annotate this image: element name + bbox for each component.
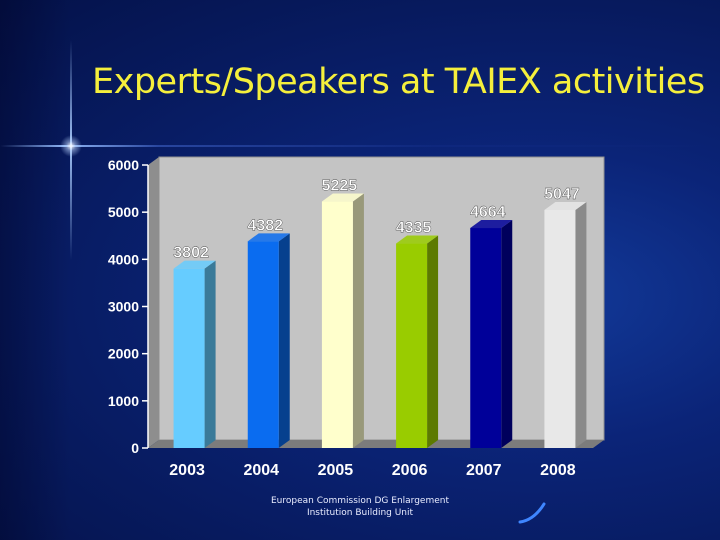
x-tick-label: 2004 bbox=[243, 462, 279, 479]
data-label: 4664 bbox=[470, 204, 506, 221]
bars bbox=[173, 193, 587, 448]
chart-side-wall bbox=[148, 157, 159, 448]
bar-top bbox=[470, 220, 513, 229]
horizontal-light-line bbox=[0, 145, 720, 147]
y-tick-label: 5000 bbox=[108, 204, 139, 220]
data-label: 5225 bbox=[322, 178, 358, 195]
x-tick-label: 2006 bbox=[392, 462, 428, 479]
y-tick-label: 1000 bbox=[108, 393, 139, 409]
x-tick-label: 2008 bbox=[540, 462, 576, 479]
commission-logo-icon bbox=[518, 502, 546, 524]
chart-frame bbox=[148, 156, 605, 448]
bar-top bbox=[321, 193, 364, 202]
bar-side bbox=[352, 193, 364, 448]
bar-side bbox=[575, 201, 587, 448]
bar-top bbox=[396, 235, 439, 244]
bar-front bbox=[173, 268, 205, 448]
value-labels: 3802 4382 5225 4335 4664 5047 bbox=[173, 177, 580, 262]
sparkle-icon bbox=[60, 135, 82, 157]
bar-front bbox=[544, 209, 576, 448]
bar bbox=[544, 201, 587, 448]
bar-top bbox=[247, 233, 290, 242]
y-tick-label: 6000 bbox=[108, 157, 139, 173]
bar bbox=[470, 220, 513, 448]
left-shadow-band bbox=[0, 0, 70, 540]
bar-front bbox=[470, 228, 502, 448]
y-tick-label: 4000 bbox=[108, 251, 139, 267]
bar bbox=[396, 235, 439, 448]
y-tick-label: 2000 bbox=[108, 346, 139, 362]
bar-top bbox=[173, 260, 216, 269]
y-axis: 0 1000 2000 3000 4000 5000 6000 bbox=[108, 157, 149, 456]
bar-side bbox=[501, 220, 513, 448]
data-label: 4382 bbox=[247, 217, 283, 234]
bar-side bbox=[278, 233, 290, 448]
footer-line-2: Institution Building Unit bbox=[306, 508, 414, 518]
x-tick-label: 2003 bbox=[169, 462, 205, 479]
bar-front bbox=[396, 243, 428, 448]
bar-side bbox=[427, 235, 439, 448]
bar bbox=[173, 260, 216, 448]
bar bbox=[321, 193, 364, 448]
data-label: 4335 bbox=[396, 220, 432, 237]
bar-top bbox=[544, 201, 587, 210]
data-label: 5047 bbox=[544, 186, 580, 203]
data-label: 3802 bbox=[173, 245, 209, 262]
x-tick-label: 2007 bbox=[466, 462, 502, 479]
y-tick-label: 3000 bbox=[108, 299, 139, 315]
x-axis-labels: 2003 2004 2005 2006 2007 2008 bbox=[169, 462, 576, 479]
bar-side bbox=[204, 260, 216, 448]
chart-floor bbox=[148, 440, 604, 448]
bar-front bbox=[321, 201, 353, 448]
y-tick-label: 0 bbox=[131, 440, 139, 456]
x-tick-label: 2005 bbox=[318, 462, 354, 479]
bar-front bbox=[247, 241, 279, 448]
footer-line-1: European Commission DG Enlargement bbox=[270, 496, 449, 506]
footer: European Commission DG Enlargement Insti… bbox=[230, 495, 490, 519]
slide-title: Experts/Speakers at TAIEX activities bbox=[92, 62, 705, 102]
chart-back-wall bbox=[158, 156, 605, 441]
bar bbox=[247, 233, 290, 448]
